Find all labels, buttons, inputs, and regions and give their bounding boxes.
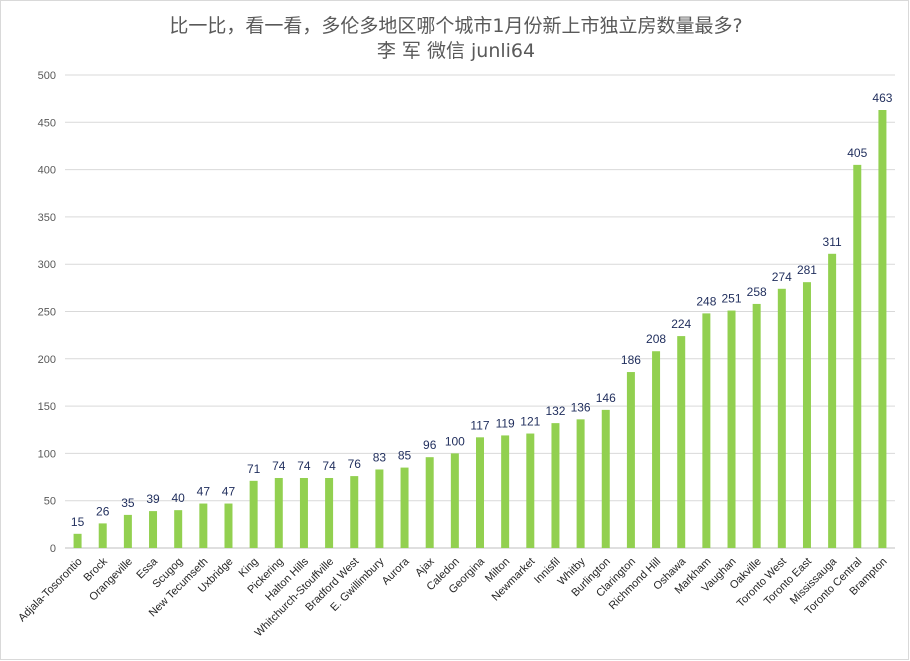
data-label: 146 xyxy=(596,391,616,405)
y-tick-label: 150 xyxy=(38,401,56,413)
data-label: 15 xyxy=(71,515,85,529)
y-tick-label: 100 xyxy=(38,448,56,460)
data-label: 258 xyxy=(747,285,767,299)
data-label: 83 xyxy=(373,450,387,464)
bar xyxy=(677,336,686,548)
chart-title: 比一比，看一看，多伦多地区哪个城市1月份新上市独立房数量最多? xyxy=(169,15,743,37)
bar xyxy=(526,433,535,548)
bar xyxy=(174,510,183,548)
bar xyxy=(551,423,560,548)
bar xyxy=(350,476,359,548)
bar xyxy=(752,303,761,548)
bar xyxy=(501,435,510,548)
data-label: 71 xyxy=(247,462,261,476)
data-label: 74 xyxy=(297,459,311,473)
data-label: 274 xyxy=(772,270,792,284)
bar xyxy=(400,467,409,548)
bar xyxy=(149,511,158,548)
y-tick-label: 500 xyxy=(38,70,56,82)
bar xyxy=(73,533,82,548)
data-label: 311 xyxy=(823,235,842,249)
data-label: 74 xyxy=(322,459,336,473)
data-label: 40 xyxy=(172,491,186,505)
data-label: 47 xyxy=(222,485,236,499)
data-label: 251 xyxy=(721,292,741,306)
data-label: 405 xyxy=(847,146,867,160)
bar xyxy=(576,419,585,548)
bar xyxy=(199,503,208,548)
data-label: 96 xyxy=(423,438,437,452)
data-label: 463 xyxy=(872,91,892,105)
data-label: 117 xyxy=(470,418,489,432)
bar xyxy=(727,310,736,548)
data-label: 248 xyxy=(696,294,716,308)
y-tick-label: 350 xyxy=(38,212,56,224)
bar xyxy=(601,409,610,548)
x-tick-label: Adjala-Tosorontio xyxy=(16,556,85,625)
bar xyxy=(274,477,283,548)
bar xyxy=(828,253,837,548)
y-tick-label: 300 xyxy=(38,259,56,271)
bar xyxy=(325,477,334,548)
data-label: 208 xyxy=(646,332,666,346)
data-label: 39 xyxy=(146,492,160,506)
y-tick-label: 50 xyxy=(44,496,56,508)
y-tick-label: 250 xyxy=(38,307,56,319)
bar xyxy=(123,514,132,548)
data-label: 47 xyxy=(197,485,211,499)
bar xyxy=(425,457,434,548)
data-label: 85 xyxy=(398,449,412,463)
data-label: 121 xyxy=(520,415,540,429)
y-tick-label: 0 xyxy=(50,543,56,555)
data-label: 74 xyxy=(272,459,286,473)
bar xyxy=(853,164,862,548)
y-tick-label: 200 xyxy=(38,354,56,366)
data-label: 186 xyxy=(621,353,641,367)
bar xyxy=(652,351,661,548)
data-label: 100 xyxy=(445,434,465,448)
bar xyxy=(299,477,308,548)
bar xyxy=(375,469,384,548)
data-label: 119 xyxy=(496,416,515,430)
bar xyxy=(450,453,459,548)
y-tick-label: 400 xyxy=(38,165,56,177)
bar xyxy=(476,437,484,548)
bar xyxy=(249,480,258,548)
data-label: 224 xyxy=(671,317,691,331)
bar xyxy=(878,110,887,548)
data-label: 76 xyxy=(348,457,362,471)
bar xyxy=(702,313,711,548)
bar xyxy=(98,523,107,548)
data-label: 26 xyxy=(96,504,110,518)
data-label: 136 xyxy=(571,400,591,414)
data-label: 281 xyxy=(797,263,817,277)
bar xyxy=(626,372,635,548)
chart-subtitle: 李 军 微信 junli64 xyxy=(376,40,536,62)
bar xyxy=(802,282,811,548)
bar xyxy=(777,288,786,548)
x-tick-label: Aurora xyxy=(380,555,412,587)
bar xyxy=(224,503,233,548)
y-tick-label: 450 xyxy=(38,117,56,129)
data-label: 132 xyxy=(545,404,565,418)
data-label: 35 xyxy=(121,496,135,510)
